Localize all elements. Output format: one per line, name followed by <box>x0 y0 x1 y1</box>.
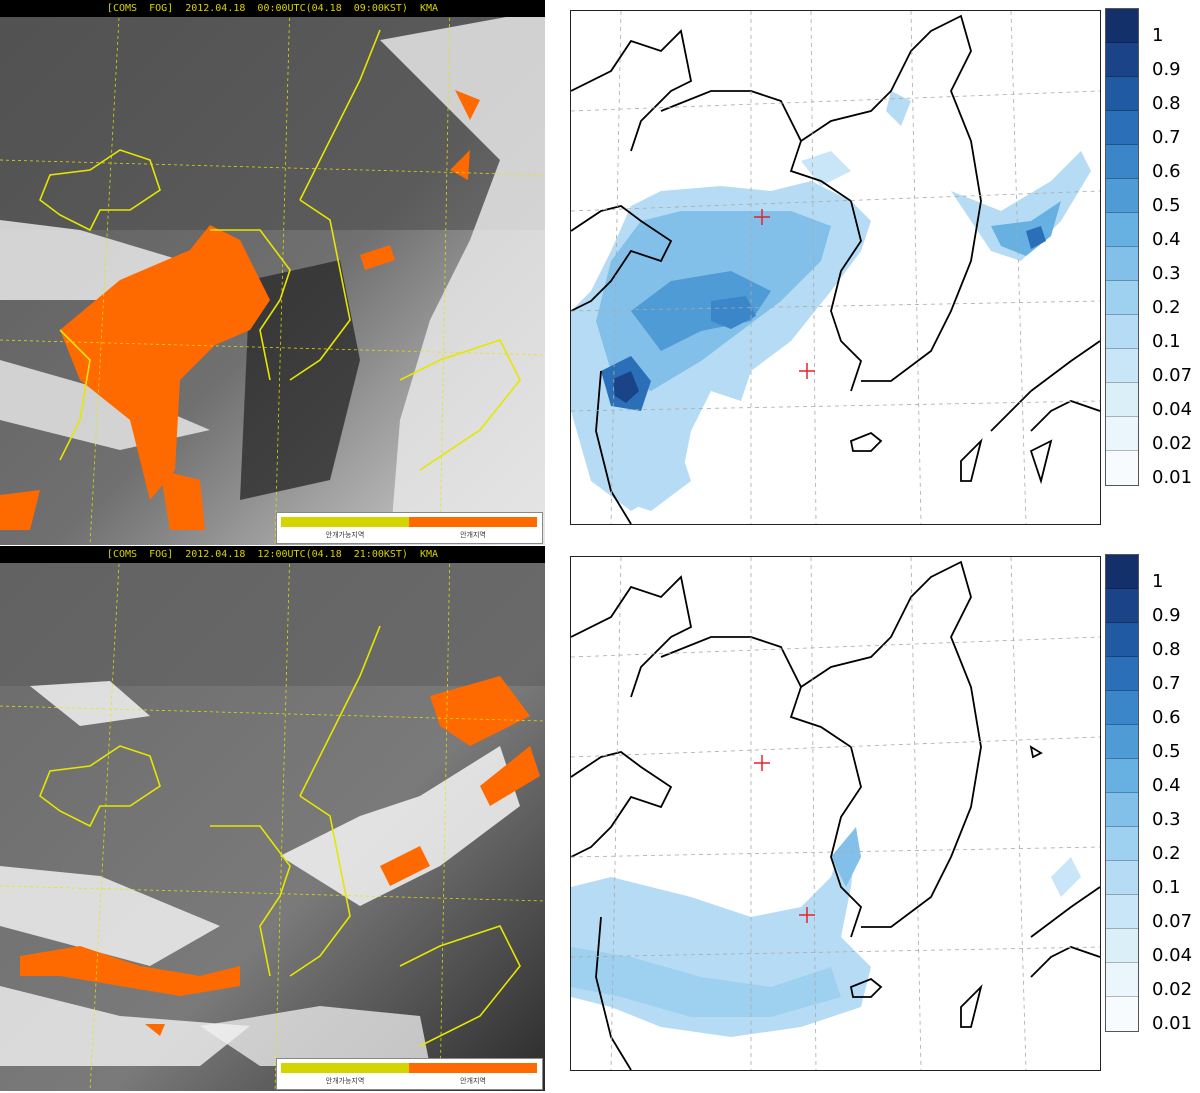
colorbar-swatch <box>1106 657 1138 691</box>
colorbar-label: 0.4 <box>1152 775 1181 796</box>
station-marker <box>754 755 815 923</box>
grid-lines <box>571 11 1100 524</box>
colorbar-label: 0.2 <box>1152 843 1181 864</box>
colorbar-label: 0.4 <box>1152 229 1181 250</box>
colorbar-swatch <box>1106 77 1138 111</box>
colorbar-label: 0.5 <box>1152 741 1181 762</box>
colorbar-swatch <box>1106 929 1138 963</box>
colorbar-bottom <box>1105 554 1139 1032</box>
colorbar-swatch <box>1106 179 1138 213</box>
colorbar-label: 0.1 <box>1152 331 1181 352</box>
colorbar-swatch <box>1106 861 1138 895</box>
colorbar-label: 0.2 <box>1152 297 1181 318</box>
colorbar-swatch <box>1106 111 1138 145</box>
colorbar-label: 0.3 <box>1152 263 1181 284</box>
colorbar-label: 0.6 <box>1152 161 1181 182</box>
colorbar-swatch <box>1106 555 1138 589</box>
colorbar-swatch <box>1106 895 1138 929</box>
colorbar-label: 0.1 <box>1152 877 1181 898</box>
colorbar-swatch <box>1106 589 1138 623</box>
fog-legend: 안개가능지역 안개지역 <box>276 512 543 544</box>
coastline <box>571 14 1100 524</box>
coastline <box>39 625 521 1047</box>
colorbar-label: 0.9 <box>1152 605 1181 626</box>
colorbar-label: 0.04 <box>1152 945 1193 966</box>
colorbar-label: 0.9 <box>1152 59 1181 80</box>
satellite-image-bottom: [COMS FOG] 2012.04.18 12:00UTC(04.18 21:… <box>0 546 545 1091</box>
colorbar-swatch <box>1106 281 1138 315</box>
colorbar-label: 0.01 <box>1152 467 1193 488</box>
colorbar-label: 0.7 <box>1152 127 1181 148</box>
colorbar-label: 0.8 <box>1152 639 1181 660</box>
satellite-scene-bottom <box>0 546 545 1091</box>
colorbar-label: 0.02 <box>1152 979 1193 1000</box>
colorbar-swatch <box>1106 349 1138 383</box>
colorbar-label: 0.01 <box>1152 1013 1193 1034</box>
colorbar-label: 0.7 <box>1152 673 1181 694</box>
map-plot-top <box>571 11 1100 524</box>
model-fog-map-bottom <box>570 556 1101 1071</box>
colorbar-swatch <box>1106 793 1138 827</box>
grid-lines <box>0 546 545 1091</box>
colorbar-swatch <box>1106 9 1138 43</box>
colorbar-swatch <box>1106 997 1138 1031</box>
legend-label-fog: 안개지역 <box>460 1077 486 1085</box>
colorbar-label: 0.07 <box>1152 911 1193 932</box>
coastline <box>571 560 1100 1070</box>
legend-swatch-possible <box>281 1063 409 1073</box>
satellite-image-top: [COMS FOG] 2012.04.18 00:00UTC(04.18 09:… <box>0 0 545 545</box>
fog-legend: 안개가능지역 안개지역 <box>276 1058 543 1090</box>
colorbar-label: 0.02 <box>1152 433 1193 454</box>
legend-swatch-possible <box>281 517 409 527</box>
colorbar-label: 1 <box>1152 25 1164 46</box>
colorbar-swatch <box>1106 383 1138 417</box>
colorbar-label: 0.6 <box>1152 707 1181 728</box>
satellite-title: [COMS FOG] 2012.04.18 00:00UTC(04.18 09:… <box>0 0 545 17</box>
colorbar-swatch <box>1106 417 1138 451</box>
station-marker <box>754 209 815 379</box>
fog-area <box>60 225 270 500</box>
colorbar-swatch <box>1106 43 1138 77</box>
coastline <box>39 29 521 471</box>
colorbar-swatch <box>1106 963 1138 997</box>
colorbar-swatch <box>1106 213 1138 247</box>
colorbar-swatch <box>1106 827 1138 861</box>
colorbar-label: 0.07 <box>1152 365 1193 386</box>
colorbar-swatch <box>1106 759 1138 793</box>
colorbar-label: 0.3 <box>1152 809 1181 830</box>
colorbar-swatch <box>1106 247 1138 281</box>
colorbar-swatch <box>1106 725 1138 759</box>
legend-swatch-fog <box>409 1063 537 1073</box>
colorbar-swatch <box>1106 145 1138 179</box>
colorbar-label: 1 <box>1152 571 1164 592</box>
colorbar-label: 0.5 <box>1152 195 1181 216</box>
grid-lines <box>0 0 545 545</box>
grid-lines <box>571 557 1100 1070</box>
colorbar-swatch <box>1106 315 1138 349</box>
legend-label-possible: 안개가능지역 <box>325 531 365 539</box>
satellite-title: [COMS FOG] 2012.04.18 12:00UTC(04.18 21:… <box>0 546 545 563</box>
satellite-scene-top <box>0 0 545 545</box>
model-fog-map-top <box>570 10 1101 525</box>
colorbar-top <box>1105 8 1139 486</box>
colorbar-swatch <box>1106 691 1138 725</box>
colorbar-label: 0.04 <box>1152 399 1193 420</box>
map-plot-bottom <box>571 557 1100 1070</box>
fog-area <box>20 946 240 996</box>
colorbar-swatch <box>1106 623 1138 657</box>
colorbar-label: 0.8 <box>1152 93 1181 114</box>
colorbar-swatch <box>1106 451 1138 485</box>
legend-label-fog: 안개지역 <box>460 531 486 539</box>
legend-swatch-fog <box>409 517 537 527</box>
legend-label-possible: 안개가능지역 <box>325 1077 365 1085</box>
